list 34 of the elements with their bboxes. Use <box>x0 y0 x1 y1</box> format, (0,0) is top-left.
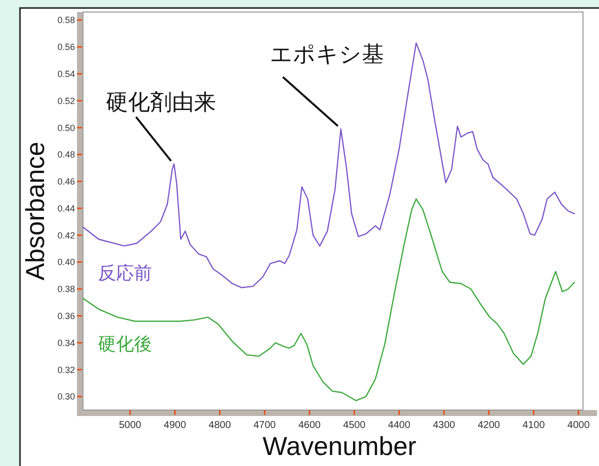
annotation: 硬化剤由来 <box>106 90 216 115</box>
y-tick-label: 0.46 <box>57 176 75 187</box>
y-tick-label: 0.36 <box>57 311 75 322</box>
x-tick-label: 4900 <box>164 420 186 431</box>
x-axis-title: Wavenumber <box>262 431 417 461</box>
y-tick-label: 0.42 <box>57 230 75 240</box>
y-axis-title: Absorbance <box>20 142 50 280</box>
series-label: 反応前 <box>98 262 152 283</box>
x-tick-label: 4100 <box>522 420 546 431</box>
x-tick-label: 4200 <box>478 420 500 431</box>
x-tick-label: 5000 <box>118 420 142 431</box>
x-tick-label: 4300 <box>432 420 456 431</box>
y-tick-label: 0.54 <box>57 69 75 79</box>
y-tick-label: 0.44 <box>57 203 75 214</box>
x-tick-label: 4700 <box>253 420 276 431</box>
series-label: 硬化後 <box>98 334 152 354</box>
x-tick-label: 4000 <box>567 420 590 431</box>
y-tick-label: 0.50 <box>57 122 75 133</box>
y-tick-label: 0.56 <box>57 42 75 52</box>
y-tick-label: 0.52 <box>57 96 75 106</box>
x-tick-label: 4600 <box>298 420 322 431</box>
y-tick-label: 0.32 <box>57 364 75 375</box>
y-tick-label: 0.48 <box>57 150 75 160</box>
y-tick-label: 0.40 <box>57 257 75 268</box>
y-tick-label: 0.34 <box>57 338 75 348</box>
y-tick-label: 0.38 <box>57 284 75 294</box>
y-tick-label: 0.58 <box>57 15 75 26</box>
annotation: エポキシ基 <box>270 42 384 67</box>
line-series <box>82 42 576 288</box>
x-tick-label: 4500 <box>343 420 366 431</box>
x-tick-label: 4800 <box>208 420 232 431</box>
x-tick-label: 4400 <box>388 420 411 431</box>
y-tick-label: 0.30 <box>57 392 75 402</box>
line-series <box>82 198 576 402</box>
